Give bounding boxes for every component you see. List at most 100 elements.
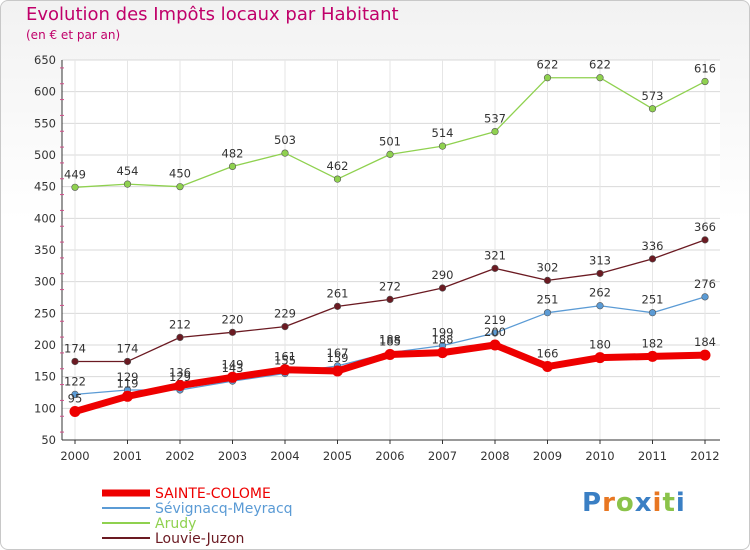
data-label-sainte-colome: 159 bbox=[327, 351, 349, 365]
logo-letter: o bbox=[615, 488, 635, 518]
x-tick-label: 2004 bbox=[270, 449, 299, 463]
data-point-s-vignacq-meyracq bbox=[596, 302, 604, 310]
data-point-s-vignacq-meyracq bbox=[648, 309, 657, 317]
data-point-louvie-juzon bbox=[438, 284, 447, 292]
data-label-arudy: 537 bbox=[484, 112, 506, 126]
data-point-louvie-juzon bbox=[123, 357, 132, 366]
x-tick-label: 2000 bbox=[60, 449, 89, 463]
y-tick-label: 50 bbox=[41, 433, 56, 447]
data-point-arudy bbox=[281, 149, 289, 157]
x-tick-label: 2005 bbox=[323, 449, 352, 463]
data-point-sainte-colome bbox=[174, 380, 186, 392]
data-point-sainte-colome bbox=[227, 371, 238, 383]
logo-letter: x bbox=[634, 488, 653, 518]
y-tick-label: 650 bbox=[34, 53, 56, 67]
data-point-sainte-colome bbox=[332, 365, 343, 377]
data-label-louvie-juzon: 174 bbox=[64, 341, 86, 355]
data-point-louvie-juzon bbox=[543, 276, 552, 285]
data-label-s-vignacq-meyracq: 143 bbox=[222, 361, 244, 375]
data-label-louvie-juzon: 321 bbox=[484, 248, 506, 262]
logo-letter: i bbox=[652, 488, 663, 518]
data-point-louvie-juzon bbox=[386, 295, 394, 304]
x-tick-label: 2012 bbox=[690, 449, 719, 463]
data-label-sainte-colome: 185 bbox=[379, 335, 401, 349]
x-tick-label: 2008 bbox=[480, 449, 509, 463]
data-label-louvie-juzon: 174 bbox=[117, 341, 139, 355]
data-label-s-vignacq-meyracq: 129 bbox=[117, 370, 139, 384]
x-tick-label: 2010 bbox=[585, 449, 614, 463]
data-label-louvie-juzon: 302 bbox=[537, 260, 559, 274]
data-label-s-vignacq-meyracq: 251 bbox=[642, 293, 664, 307]
data-point-louvie-juzon bbox=[333, 302, 342, 310]
data-point-sainte-colome bbox=[594, 352, 606, 364]
data-point-sainte-colome bbox=[122, 390, 133, 402]
data-label-arudy: 514 bbox=[432, 126, 454, 140]
data-label-sainte-colome: 161 bbox=[274, 350, 296, 364]
y-tick-label: 600 bbox=[34, 85, 56, 99]
data-label-s-vignacq-meyracq: 167 bbox=[327, 346, 349, 360]
logo-letter: t bbox=[662, 488, 676, 518]
x-tick-label: 2003 bbox=[218, 449, 247, 463]
y-tick-label: 350 bbox=[34, 243, 56, 257]
y-tick-label: 150 bbox=[34, 370, 56, 384]
data-point-sainte-colome bbox=[699, 349, 711, 361]
data-label-sainte-colome: 188 bbox=[432, 333, 454, 347]
data-point-arudy bbox=[543, 74, 552, 82]
data-label-sainte-colome: 200 bbox=[484, 325, 506, 339]
legend-label-s-vignacq-meyracq: Sévignacq-Meyracq bbox=[155, 501, 293, 517]
data-label-sainte-colome: 149 bbox=[222, 357, 244, 371]
data-point-louvie-juzon bbox=[648, 255, 657, 263]
data-label-s-vignacq-meyracq: 199 bbox=[432, 326, 454, 340]
y-tick-label: 450 bbox=[34, 180, 56, 194]
y-tick-label: 200 bbox=[34, 338, 56, 352]
data-label-sainte-colome: 95 bbox=[68, 392, 83, 406]
data-label-louvie-juzon: 366 bbox=[694, 220, 716, 234]
data-label-louvie-juzon: 220 bbox=[222, 312, 244, 326]
data-point-sainte-colome bbox=[437, 347, 448, 359]
data-label-arudy: 616 bbox=[694, 62, 716, 76]
data-point-s-vignacq-meyracq bbox=[491, 329, 499, 337]
legend-label-louvie-juzon: Louvie-Juzon bbox=[155, 531, 244, 547]
data-label-sainte-colome: 136 bbox=[169, 366, 191, 380]
data-point-louvie-juzon bbox=[228, 328, 237, 336]
y-tick-label: 400 bbox=[34, 211, 56, 225]
x-tick-label: 2009 bbox=[533, 449, 562, 463]
chart-title: Evolution des Impôts locaux par Habitant bbox=[26, 4, 399, 25]
data-label-sainte-colome: 182 bbox=[642, 336, 664, 350]
data-label-sainte-colome: 119 bbox=[117, 376, 139, 390]
data-label-louvie-juzon: 212 bbox=[169, 317, 191, 331]
data-point-arudy bbox=[333, 175, 342, 183]
x-tick-label: 2002 bbox=[165, 449, 194, 463]
y-tick-label: 250 bbox=[34, 306, 56, 320]
data-point-louvie-juzon bbox=[281, 323, 289, 331]
data-point-s-vignacq-meyracq bbox=[701, 293, 709, 301]
data-point-louvie-juzon bbox=[596, 269, 604, 278]
logo-letter: i bbox=[675, 488, 686, 518]
data-point-arudy bbox=[123, 180, 132, 188]
data-label-arudy: 501 bbox=[379, 134, 401, 148]
data-point-sainte-colome bbox=[69, 406, 81, 417]
data-label-arudy: 622 bbox=[537, 58, 559, 72]
data-point-arudy bbox=[228, 162, 237, 170]
data-label-arudy: 450 bbox=[169, 167, 191, 181]
data-point-arudy bbox=[71, 183, 79, 191]
data-label-arudy: 503 bbox=[274, 133, 296, 147]
data-point-sainte-colome bbox=[384, 349, 396, 360]
y-tick-label: 300 bbox=[34, 275, 56, 289]
data-label-louvie-juzon: 272 bbox=[379, 279, 401, 293]
data-point-arudy bbox=[386, 150, 394, 158]
data-label-arudy: 622 bbox=[589, 58, 611, 72]
x-tick-label: 2011 bbox=[638, 449, 667, 463]
y-tick-label: 100 bbox=[34, 401, 56, 415]
data-label-sainte-colome: 180 bbox=[589, 338, 611, 352]
data-point-sainte-colome bbox=[279, 364, 291, 376]
data-label-arudy: 462 bbox=[327, 159, 349, 173]
legend-label-arudy: Arudy bbox=[155, 516, 196, 532]
data-label-s-vignacq-meyracq: 276 bbox=[694, 277, 716, 291]
y-tick-label: 550 bbox=[34, 116, 56, 130]
data-point-arudy bbox=[648, 105, 657, 113]
data-point-s-vignacq-meyracq bbox=[543, 309, 552, 317]
data-label-s-vignacq-meyracq: 129 bbox=[169, 370, 191, 384]
data-point-louvie-juzon bbox=[491, 264, 499, 272]
